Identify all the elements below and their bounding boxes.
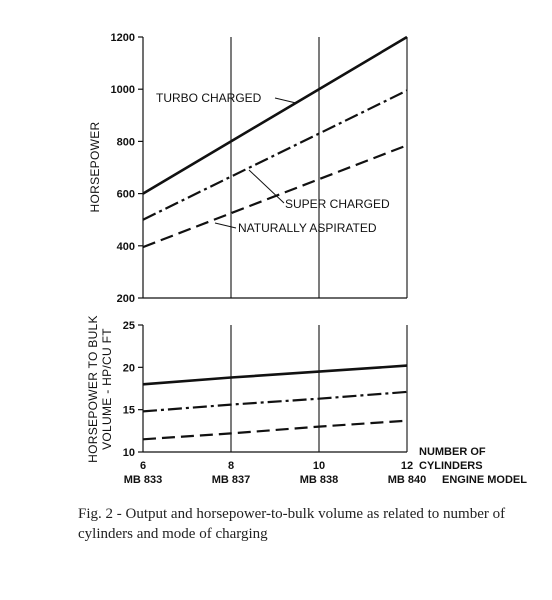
bottom-ytick-label-10: 10: [123, 447, 135, 459]
engine-model-label-6: MB 833: [124, 474, 163, 486]
top-series-solid-line: [142, 35, 408, 195]
xtick-label-12: 12: [401, 460, 413, 472]
figure-caption: Fig. 2 - Output and horsepower-to-bulk v…: [78, 506, 506, 542]
xtick-label-6: 6: [140, 460, 146, 472]
top-ytick-label-200: 200: [117, 293, 135, 305]
xtick-label-8: 8: [228, 460, 234, 472]
naturally-aspirated-leader: [214, 222, 237, 229]
super-charged-leader: [248, 169, 285, 204]
xtick-label-10: 10: [313, 460, 325, 472]
turbo-charged-leader: [274, 97, 297, 104]
bottom-series-solid-line: [142, 364, 408, 386]
super-charged-label: SUPER CHARGED: [285, 197, 390, 211]
top-y-axis-label: HORSEPOWER: [88, 121, 102, 212]
top-ytick-label-800: 800: [117, 136, 135, 148]
engine-model-label-8: MB 837: [212, 474, 251, 486]
x-axis-label-line2: CYLINDERS: [419, 460, 483, 472]
bottom-y-axis-label-line2: VOLUME - HP/CU FT: [100, 328, 114, 450]
bottom-ytick-label-25: 25: [123, 320, 135, 332]
x-axis-secondary-label: ENGINE MODEL: [442, 474, 527, 486]
engine-model-label-12: MB 840: [388, 474, 427, 486]
naturally-aspirated-label: NATURALLY ASPIRATED: [238, 221, 377, 235]
top-series-dash-dot-line: [142, 89, 408, 221]
engine-model-label-10: MB 838: [300, 474, 339, 486]
top-series-dashed-line: [142, 144, 408, 249]
bottom-ytick-label-20: 20: [123, 362, 135, 374]
x-axis-label-line1: NUMBER OF: [419, 446, 486, 458]
bottom-y-axis-label-line1: HORSEPOWER TO BULK: [86, 315, 100, 463]
top-ytick-label-400: 400: [117, 241, 135, 253]
top-ytick-label-600: 600: [117, 189, 135, 201]
top-ytick-label-1000: 1000: [111, 84, 135, 96]
bottom-ytick-label-15: 15: [123, 405, 135, 417]
top-ytick-label-1200: 1200: [111, 32, 135, 44]
top-chart: 200 400 600 800 1000 1200 HORSEPOWER TURBO CH…: [88, 32, 408, 305]
bottom-series-dash-dot-line: [142, 390, 408, 413]
turbo-charged-label: TURBO CHARGED: [156, 91, 262, 105]
bottom-series-dashed-line: [142, 419, 408, 441]
